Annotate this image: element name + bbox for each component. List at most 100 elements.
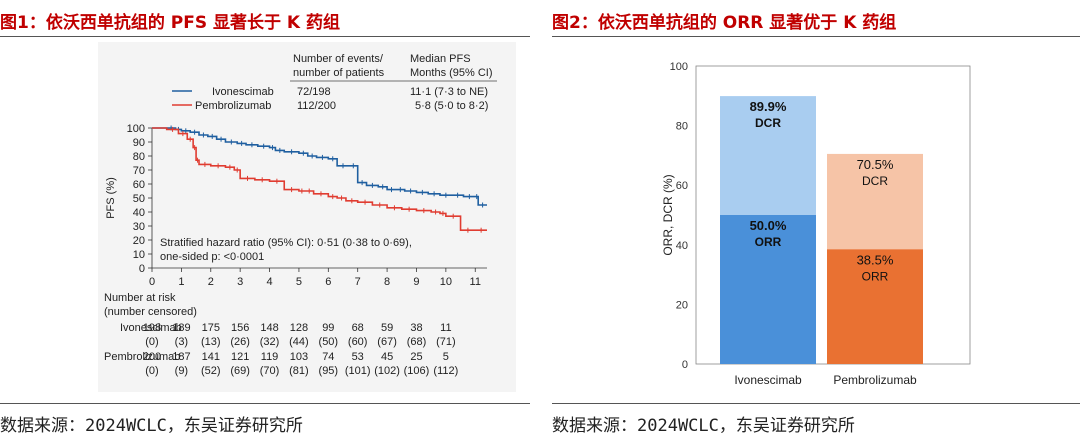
figure-2-top-rule: [552, 36, 1080, 37]
at-risk-value: 25: [410, 351, 422, 363]
at-risk-value: 5: [443, 351, 449, 363]
censored-value: (71): [436, 336, 456, 348]
risk-row-label: Ivonescimab: [120, 322, 182, 334]
at-risk-value: 74: [322, 351, 334, 363]
censored-value: (68): [407, 336, 427, 348]
censored-value: (60): [348, 336, 368, 348]
y-tick-label: 0: [139, 263, 145, 275]
censored-value: (50): [319, 336, 339, 348]
orr-value-label: 38.5%: [857, 252, 894, 267]
at-risk-value: 121: [231, 351, 249, 363]
y-tick-label: 10: [133, 249, 145, 261]
hazard-ratio-annotation: Stratified hazard ratio (95% CI): 0·51 (…: [160, 237, 412, 249]
figure-1-title: 图1：依沃西单抗组的 PFS 显著长于 K 药组: [0, 13, 340, 33]
censored-value: (81): [289, 365, 309, 377]
at-risk-value: 187: [172, 351, 190, 363]
header-events-label: number of patients: [293, 67, 385, 79]
censored-value: (52): [201, 365, 221, 377]
y-tick-label: 40: [133, 207, 145, 219]
x-tick-label: 6: [325, 276, 331, 288]
censored-value: (102): [374, 365, 400, 377]
events-value: 72/198: [297, 86, 331, 98]
risk-table-title: Number at risk: [104, 292, 176, 304]
x-tick-label: 10: [440, 276, 452, 288]
bar-dcr-segment: [827, 153, 923, 250]
censored-value: (112): [433, 365, 458, 377]
bar-orr-segment: [720, 215, 816, 364]
at-risk-value: 45: [381, 351, 393, 363]
censored-value: (13): [201, 336, 221, 348]
x-tick-label: 3: [237, 276, 243, 288]
x-tick-label: 7: [355, 276, 361, 288]
y-tick-label: 30: [133, 221, 145, 233]
bar-dcr-segment: [720, 96, 816, 215]
orr-dcr-bar-chart: 0 20 40 60 80 100 ORR, DCR (%) 89.9% DCR 50.0% ORR…: [661, 61, 971, 387]
figure-1-top-rule: [0, 36, 530, 37]
x-tick-label: 0: [149, 276, 155, 288]
orr-name-label: ORR: [755, 235, 782, 249]
risk-row-label: Pembrolizumab: [104, 351, 180, 363]
x-tick-label: 11: [470, 276, 481, 288]
at-risk-value: 53: [352, 351, 364, 363]
dcr-value-label: 89.9%: [750, 99, 787, 114]
censored-value: (95): [319, 365, 339, 377]
y-tick-label: 80: [133, 151, 145, 163]
y-tick-label: 60: [676, 180, 688, 192]
x-tick-label: 2: [208, 276, 214, 288]
x-tick-label: 9: [413, 276, 419, 288]
censored-value: (26): [230, 336, 250, 348]
censored-value: (70): [260, 365, 280, 377]
p-value-annotation: one-sided p: <0·0001: [160, 251, 264, 263]
dcr-value-label: 70.5%: [857, 157, 894, 172]
header-median-label: Months (95% CI): [410, 67, 493, 79]
y-tick-label: 60: [133, 179, 145, 191]
risk-table-subtitle: (number censored): [104, 306, 197, 318]
y-tick-label: 80: [676, 121, 688, 133]
at-risk-value: 175: [202, 322, 220, 334]
at-risk-value: 156: [231, 322, 249, 334]
figure-2-source: 数据来源：2024WCLC，东吴证券研究所: [552, 416, 855, 436]
at-risk-value: 68: [352, 322, 364, 334]
km-curve-ivonescimab: [152, 127, 487, 206]
header-events-label: Number of events/: [293, 53, 384, 65]
at-risk-value: 189: [172, 322, 190, 334]
x-category-label: Pembrolizumab: [833, 373, 917, 387]
y-tick-label: 20: [133, 235, 145, 247]
y-tick-label: 20: [676, 299, 688, 311]
at-risk-value: 141: [202, 351, 220, 363]
at-risk-value: 128: [290, 322, 308, 334]
censored-value: (69): [230, 365, 250, 377]
median-value: 5·8 (5·0 to 8·2): [415, 100, 488, 112]
y-tick-label: 100: [670, 61, 688, 73]
censored-value: (101): [345, 365, 371, 377]
at-risk-value: 119: [261, 351, 279, 363]
dcr-name-label: DCR: [862, 174, 888, 188]
y-tick-label: 90: [133, 137, 145, 149]
at-risk-value: 103: [290, 351, 308, 363]
x-tick-label: 4: [266, 276, 272, 288]
orr-value-label: 50.0%: [750, 218, 787, 233]
censored-value: (0): [145, 336, 158, 348]
at-risk-value: 200: [143, 351, 161, 363]
censored-value: (67): [377, 336, 397, 348]
bar-orr-segment: [827, 249, 923, 364]
censored-value: (44): [289, 336, 309, 348]
y-tick-label: 50: [133, 193, 145, 205]
censored-value: (3): [175, 336, 188, 348]
legend-label: Pembrolizumab: [195, 100, 271, 112]
figure-2-title: 图2：依沃西单抗组的 ORR 显著优于 K 药组: [552, 13, 897, 33]
x-tick-label: 1: [178, 276, 184, 288]
y-tick-label: 0: [682, 359, 688, 371]
x-tick-label: 8: [384, 276, 390, 288]
at-risk-value: 148: [260, 322, 278, 334]
y-axis-label: PFS (%): [105, 177, 117, 219]
censored-value: (106): [404, 365, 430, 377]
censored-value: (0): [145, 365, 158, 377]
censored-value: (9): [175, 365, 188, 377]
y-tick-label: 70: [133, 165, 145, 177]
at-risk-value: 59: [381, 322, 393, 334]
figure-2-panel: 图2：依沃西单抗组的 ORR 显著优于 K 药组 0 20 40 60 80 100 ORR…: [552, 0, 1080, 442]
dcr-name-label: DCR: [755, 116, 781, 130]
at-risk-value: 198: [143, 322, 161, 334]
figure-2-bottom-rule: [552, 403, 1080, 404]
